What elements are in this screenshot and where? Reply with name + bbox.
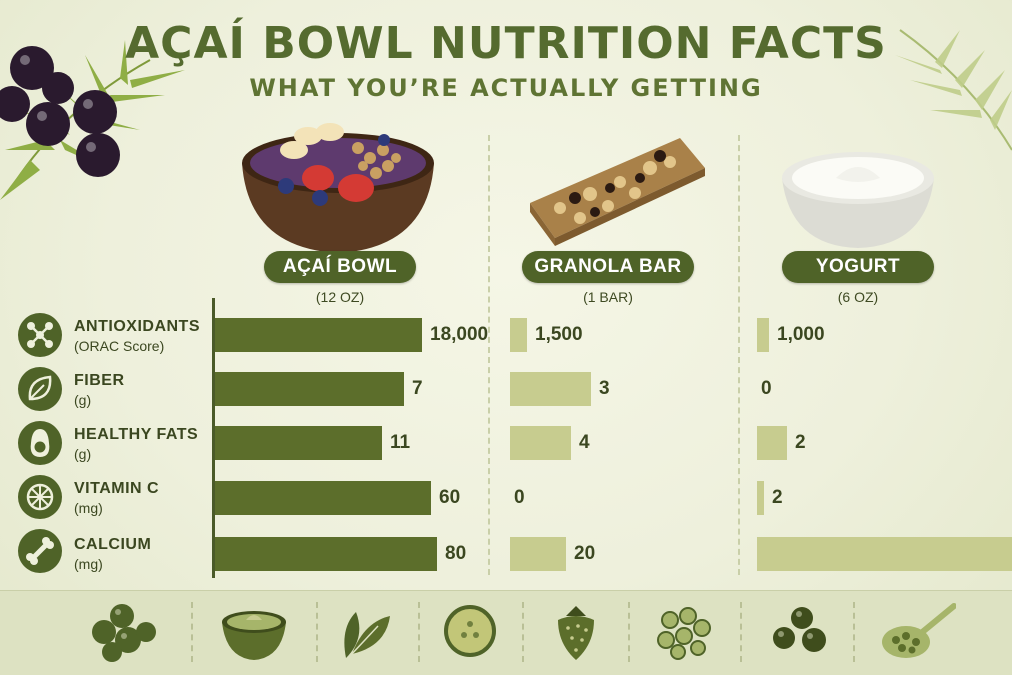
bar-granola-bar-calcium xyxy=(510,537,566,571)
bar-yogurt-vitamin-c xyxy=(757,481,764,515)
bar-value-label: 1,000 xyxy=(777,324,825,345)
nutrient-name: CALCIUM xyxy=(74,536,152,553)
bar-value-label: 0 xyxy=(514,487,525,508)
bar-value-label: 1,500 xyxy=(535,324,583,345)
strawberry-icon xyxy=(538,598,614,664)
bar-value-label: 7 xyxy=(412,378,423,399)
bar-a-a-bowl-calcium xyxy=(215,537,437,571)
bar-yogurt-healthy-fats xyxy=(757,426,787,460)
footer-divider xyxy=(522,602,524,662)
nutrient-unit: (g) xyxy=(74,446,92,462)
footer-divider xyxy=(628,602,630,662)
molecule-icon xyxy=(18,313,62,357)
bar-value-label: 18,000 xyxy=(430,324,489,345)
bar-value-label: 2 xyxy=(772,487,783,508)
y-axis-line xyxy=(212,298,215,578)
footer-divider xyxy=(740,602,742,662)
acai-berries-icon xyxy=(82,598,158,664)
bar-a-a-bowl-vitamin-c xyxy=(215,481,431,515)
bar-value-label: 80 xyxy=(445,543,467,564)
leaves-icon xyxy=(326,598,402,664)
bar-a-a-bowl-fiber xyxy=(215,372,404,406)
nutrient-name: VITAMIN C xyxy=(74,480,160,497)
column-divider xyxy=(488,135,490,575)
row-label: VITAMIN C (mg) xyxy=(74,480,159,516)
footer-divider xyxy=(418,602,420,662)
bone-icon xyxy=(18,529,62,573)
leaf-icon xyxy=(18,367,62,411)
nutrient-name: ANTIOXIDANTS xyxy=(74,318,200,335)
acai-bowl-image xyxy=(242,123,434,253)
row-label: CALCIUM (mg) xyxy=(74,536,151,572)
nutrient-name: FIBER xyxy=(74,372,125,389)
nutrient-unit: (g) xyxy=(74,392,92,408)
blueberries-icon xyxy=(762,598,838,664)
bar-value-label: 60 xyxy=(439,487,461,508)
avocado-icon xyxy=(18,421,62,465)
food-name-pill: AÇAÍ BOWL xyxy=(264,251,416,283)
bar-granola-bar-antioxidants xyxy=(510,318,527,352)
column-divider xyxy=(738,135,740,575)
citrus-slice-icon xyxy=(18,475,62,519)
serving-size: (6 OZ) xyxy=(837,289,879,305)
smoothie-bowl-icon xyxy=(216,598,292,664)
acai-berries-decoration xyxy=(0,46,120,177)
row-label: ANTIOXIDANTS (ORAC Score) xyxy=(74,318,200,354)
footer-divider xyxy=(191,602,193,662)
granola-cluster-icon xyxy=(646,598,722,664)
bar-granola-bar-healthy-fats xyxy=(510,426,571,460)
footer-divider xyxy=(316,602,318,662)
row-label: HEALTHY FATS (g) xyxy=(74,426,198,462)
granola-bar-image xyxy=(530,138,705,246)
food-name-pill: YOGURT xyxy=(782,251,934,283)
row-label: FIBER (g) xyxy=(74,372,125,408)
food-name-pill: GRANOLA BAR xyxy=(522,251,694,283)
bar-a-a-bowl-healthy-fats xyxy=(215,426,382,460)
bar-value-label: 20 xyxy=(574,543,596,564)
footer-band xyxy=(0,590,1012,675)
bar-yogurt-antioxidants xyxy=(757,318,769,352)
bar-a-a-bowl-antioxidants xyxy=(215,318,422,352)
serving-size: (1 BAR) xyxy=(583,289,633,305)
bar-value-label: 3 xyxy=(599,378,610,399)
banana-slice-icon xyxy=(432,598,508,664)
nutrient-unit: (mg) xyxy=(74,500,103,516)
yogurt-image xyxy=(782,152,934,248)
bar-value-label: 11 xyxy=(390,432,411,453)
palm-leaf-right-decoration xyxy=(895,29,1012,151)
footer-divider xyxy=(853,602,855,662)
nutrient-unit: (mg) xyxy=(74,556,103,572)
bar-yogurt-calcium xyxy=(757,537,1012,571)
bar-value-label: 4 xyxy=(579,432,590,453)
serving-size: (12 OZ) xyxy=(315,289,365,305)
bar-granola-bar-fiber xyxy=(510,372,591,406)
spoon-of-oats-icon xyxy=(880,598,956,664)
page-title: AÇAÍ BOWL NUTRITION FACTS xyxy=(125,18,887,69)
bar-value-label: 2 xyxy=(795,432,806,453)
nutrient-name: HEALTHY FATS xyxy=(74,426,199,443)
page-subtitle: WHAT YOU’RE ACTUALLY GETTING xyxy=(249,74,763,102)
nutrient-unit: (ORAC Score) xyxy=(74,338,165,354)
bar-value-label: 0 xyxy=(761,378,772,399)
